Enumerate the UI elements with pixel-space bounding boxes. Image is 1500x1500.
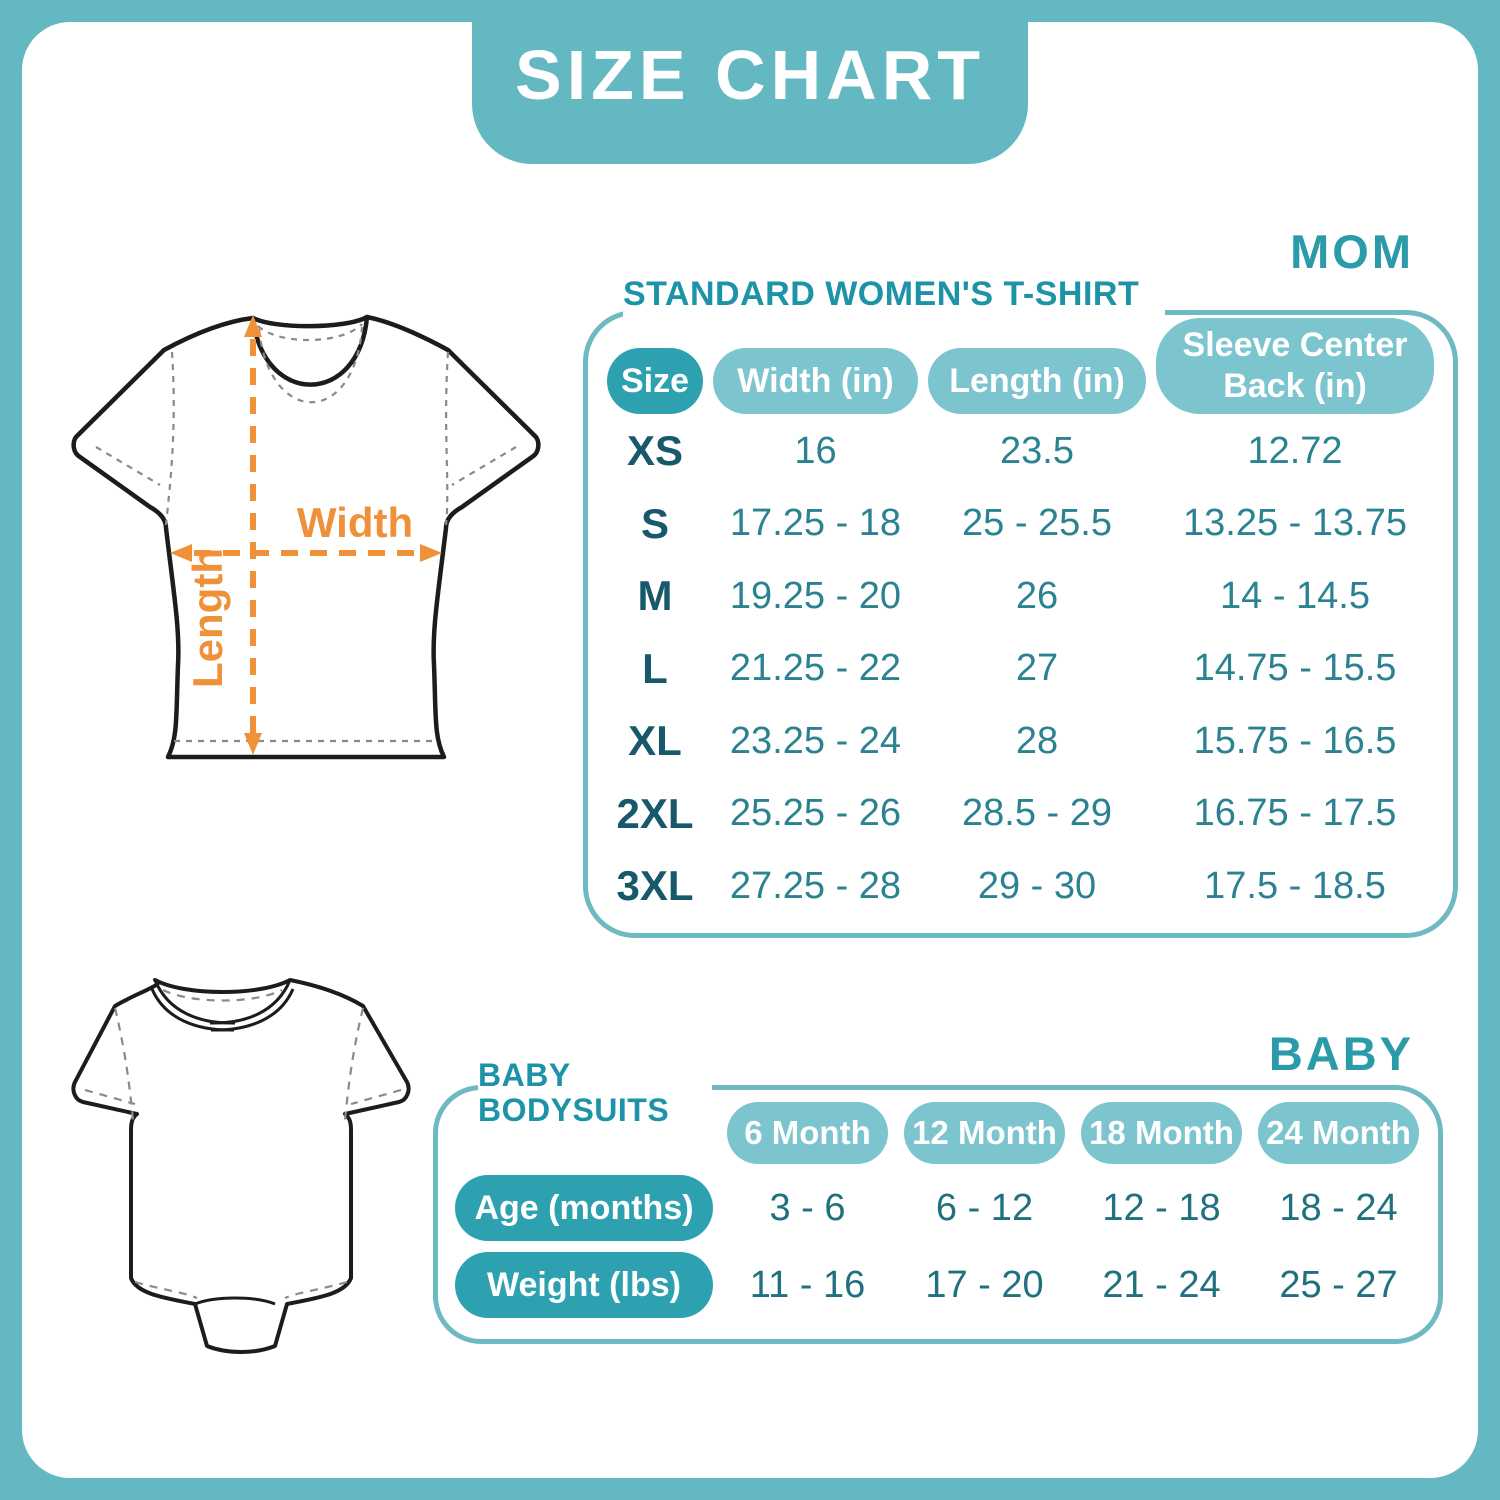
sleeve-cell: 14 - 14.5 (1220, 574, 1370, 617)
size-cell: L (642, 644, 668, 692)
bodysuit-neck-flaps (150, 979, 295, 1032)
mom-size-table: STANDARD WOMEN'S T-SHIRT Size Width (in)… (583, 274, 1458, 938)
tshirt-outline (71, 314, 541, 760)
table-row: L 21.25 - 22 27 14.75 - 15.5 (607, 633, 1434, 706)
mom-table-title: STANDARD WOMEN'S T-SHIRT (623, 275, 1166, 324)
size-cell: 3XL (616, 862, 694, 910)
weight-cell: 25 - 27 (1279, 1263, 1398, 1306)
width-cell: 19.25 - 20 (729, 574, 902, 617)
row-header-age: Age (months) (455, 1175, 713, 1241)
length-cell: 28.5 - 29 (962, 792, 1112, 835)
length-cell: 29 - 30 (977, 864, 1097, 907)
sleeve-cell: 14.75 - 15.5 (1193, 647, 1397, 690)
baby-size-table: BABY BODYSUITS 6 Month 12 Month 18 Month… (433, 1057, 1443, 1344)
length-dimension-label: Length (184, 548, 231, 688)
length-cell: 26 (1015, 574, 1059, 617)
mom-table-header-row: Size Width (in) Length (in) Sleeve Cente… (607, 314, 1434, 414)
row-header-weight: Weight (lbs) (455, 1252, 713, 1318)
table-row: XL 23.25 - 24 28 15.75 - 16.5 (607, 705, 1434, 778)
width-cell: 21.25 - 22 (729, 647, 902, 690)
size-cell: XS (626, 427, 684, 475)
table-row: 3XL 27.25 - 28 29 - 30 17.5 - 18.5 (607, 850, 1434, 923)
table-row: 2XL 25.25 - 26 28.5 - 29 16.75 - 17.5 (607, 778, 1434, 851)
tshirt-stitch-lines (95, 323, 517, 743)
baby-table-header-row: 6 Month 12 Month 18 Month 24 Month (455, 1102, 1421, 1164)
length-cell: 25 - 25.5 (962, 502, 1112, 545)
bodysuit-outline (71, 978, 411, 1354)
sleeve-cell: 13.25 - 13.75 (1183, 502, 1407, 545)
age-cell: 12 - 18 (1102, 1186, 1221, 1229)
age-cell: 3 - 6 (769, 1186, 846, 1229)
baby-bodysuit-diagram (71, 978, 411, 1354)
length-cell: 27 (1015, 647, 1059, 690)
column-header-width: Width (in) (713, 348, 918, 414)
weight-cell: 21 - 24 (1102, 1263, 1221, 1306)
length-cell: 28 (1015, 719, 1059, 762)
sleeve-cell: 15.75 - 16.5 (1193, 719, 1397, 762)
column-header-size: Size (607, 348, 703, 414)
size-cell: S (640, 499, 669, 547)
table-row: XS 16 23.5 12.72 (607, 415, 1434, 488)
size-cell: 2XL (616, 789, 694, 837)
size-cell: M (637, 572, 673, 620)
tshirt-neckline (250, 314, 370, 387)
baby-table-title: BABY BODYSUITS (478, 1057, 712, 1137)
table-row: Age (months) 3 - 6 6 - 12 12 - 18 18 - 2… (455, 1175, 1421, 1241)
column-header-length: Length (in) (928, 348, 1146, 414)
womens-tshirt-diagram: Width Length (71, 314, 541, 760)
width-cell: 23.25 - 24 (729, 719, 902, 762)
baby-section-label: BABY (1268, 1027, 1414, 1080)
column-header-18-month: 18 Month (1081, 1102, 1242, 1164)
title-banner: SIZE CHART (472, 0, 1028, 164)
table-row: M 19.25 - 20 26 14 - 14.5 (607, 560, 1434, 633)
mom-section-label: MOM (1290, 225, 1414, 278)
dimension-arrows: Width Length (170, 315, 442, 755)
size-cell: XL (628, 717, 682, 765)
weight-cell: 17 - 20 (925, 1263, 1044, 1306)
length-cell: 23.5 (1000, 429, 1074, 472)
weight-cell: 11 - 16 (749, 1263, 866, 1306)
page-title: SIZE CHART (515, 36, 985, 114)
baby-table-grid: 6 Month 12 Month 18 Month 24 Month Age (… (455, 1102, 1421, 1318)
age-cell: 6 - 12 (935, 1186, 1034, 1229)
sleeve-cell: 17.5 - 18.5 (1204, 864, 1386, 907)
column-header-12-month: 12 Month (904, 1102, 1065, 1164)
column-header-24-month: 24 Month (1258, 1102, 1419, 1164)
bodysuit-snap-panel (194, 1296, 276, 1306)
column-header-sleeve: Sleeve Center Back (in) (1156, 318, 1434, 414)
width-cell: 27.25 - 28 (729, 864, 902, 907)
sleeve-cell: 16.75 - 17.5 (1193, 792, 1397, 835)
baby-table-border (433, 1085, 1443, 1344)
width-cell: 17.25 - 18 (729, 502, 902, 545)
age-cell: 18 - 24 (1279, 1186, 1398, 1229)
width-cell: 16 (794, 429, 837, 472)
bodysuit-stitch-lines (84, 989, 402, 1300)
width-cell: 25.25 - 26 (729, 792, 902, 835)
column-header-6-month: 6 Month (727, 1102, 888, 1164)
table-row: S 17.25 - 18 25 - 25.5 13.25 - 13.75 (607, 488, 1434, 561)
width-dimension-label: Width (297, 499, 413, 546)
sleeve-cell: 12.72 (1247, 429, 1343, 472)
mom-table-grid: Size Width (in) Length (in) Sleeve Cente… (607, 314, 1434, 923)
table-row: Weight (lbs) 11 - 16 17 - 20 21 - 24 25 … (455, 1252, 1421, 1318)
